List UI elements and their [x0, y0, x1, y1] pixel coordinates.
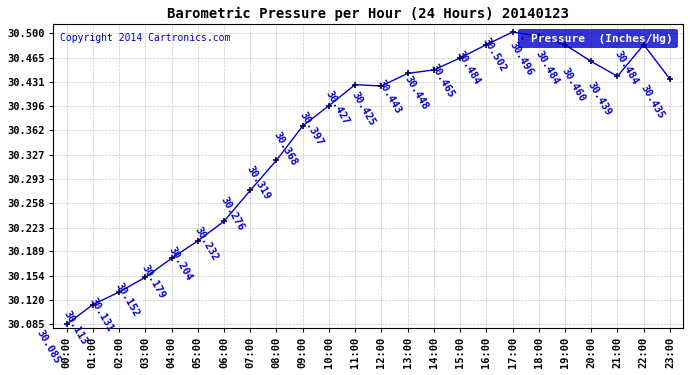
Text: 30.397: 30.397 [297, 110, 325, 147]
Text: 30.204: 30.204 [166, 245, 194, 282]
Text: 30.460: 30.460 [560, 66, 587, 103]
Text: Copyright 2014 Cartronics.com: Copyright 2014 Cartronics.com [60, 33, 230, 43]
Title: Barometric Pressure per Hour (24 Hours) 20140123: Barometric Pressure per Hour (24 Hours) … [167, 7, 569, 21]
Text: 30.276: 30.276 [219, 195, 246, 232]
Text: 30.502: 30.502 [481, 36, 509, 74]
Text: 30.085: 30.085 [35, 328, 62, 366]
Text: 30.113: 30.113 [61, 309, 88, 346]
Text: 30.484: 30.484 [455, 49, 482, 86]
Text: 30.435: 30.435 [638, 83, 666, 121]
Text: 30.319: 30.319 [245, 165, 273, 202]
Text: 30.232: 30.232 [193, 225, 220, 263]
Text: 30.484: 30.484 [612, 49, 640, 86]
Text: 30.484: 30.484 [533, 49, 561, 86]
Text: 30.465: 30.465 [428, 62, 456, 100]
Text: 30.425: 30.425 [350, 90, 377, 128]
Text: 30.439: 30.439 [586, 80, 613, 118]
Text: 30.496: 30.496 [507, 40, 535, 78]
Text: 30.427: 30.427 [324, 89, 351, 126]
Legend: Pressure  (Inches/Hg): Pressure (Inches/Hg) [518, 29, 678, 48]
Text: 30.152: 30.152 [114, 282, 141, 319]
Text: 30.131: 30.131 [88, 296, 115, 334]
Text: 30.443: 30.443 [376, 78, 404, 115]
Text: 30.179: 30.179 [140, 262, 168, 300]
Text: 30.368: 30.368 [271, 130, 299, 168]
Text: 30.448: 30.448 [402, 74, 430, 111]
